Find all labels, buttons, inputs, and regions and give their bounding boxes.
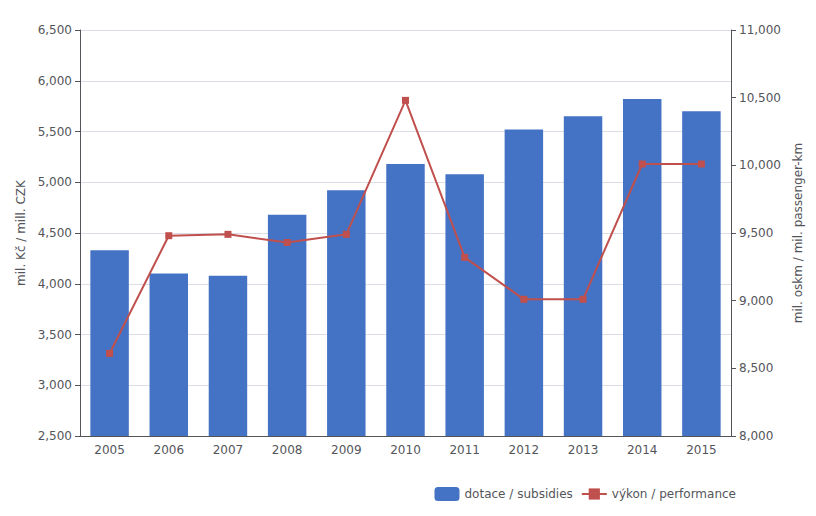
svg-text:8,000: 8,000 (739, 429, 773, 443)
svg-text:4,500: 4,500 (38, 226, 72, 240)
svg-text:5,000: 5,000 (38, 175, 72, 189)
svg-text:4,000: 4,000 (38, 277, 72, 291)
svg-text:výkon / performance: výkon / performance (612, 487, 736, 501)
svg-text:9,000: 9,000 (739, 294, 773, 308)
svg-text:2007: 2007 (213, 443, 244, 457)
svg-text:2009: 2009 (331, 443, 362, 457)
svg-text:2008: 2008 (272, 443, 303, 457)
svg-text:mil. Kč / mill. CZK: mil. Kč / mill. CZK (14, 179, 28, 286)
svg-text:10,000: 10,000 (739, 158, 781, 172)
svg-text:5,500: 5,500 (38, 125, 72, 139)
svg-text:6,500: 6,500 (38, 23, 72, 37)
svg-text:3,000: 3,000 (38, 378, 72, 392)
svg-text:2014: 2014 (627, 443, 658, 457)
svg-text:10,500: 10,500 (739, 91, 781, 105)
svg-text:9,500: 9,500 (739, 226, 773, 240)
svg-text:2012: 2012 (509, 443, 540, 457)
svg-text:3,500: 3,500 (38, 328, 72, 342)
svg-text:2011: 2011 (449, 443, 480, 457)
svg-text:2013: 2013 (568, 443, 599, 457)
svg-text:2006: 2006 (153, 443, 184, 457)
svg-text:2005: 2005 (94, 443, 125, 457)
svg-text:2015: 2015 (686, 443, 717, 457)
svg-text:dotace / subsidies: dotace / subsidies (464, 487, 572, 501)
svg-text:8,500: 8,500 (739, 361, 773, 375)
svg-text:6,000: 6,000 (38, 74, 72, 88)
svg-text:2010: 2010 (390, 443, 421, 457)
svg-text:2,500: 2,500 (38, 429, 72, 443)
svg-text:11,000: 11,000 (739, 23, 781, 37)
svg-text:mil. oskm / mil. passenger-km: mil. oskm / mil. passenger-km (791, 143, 805, 323)
